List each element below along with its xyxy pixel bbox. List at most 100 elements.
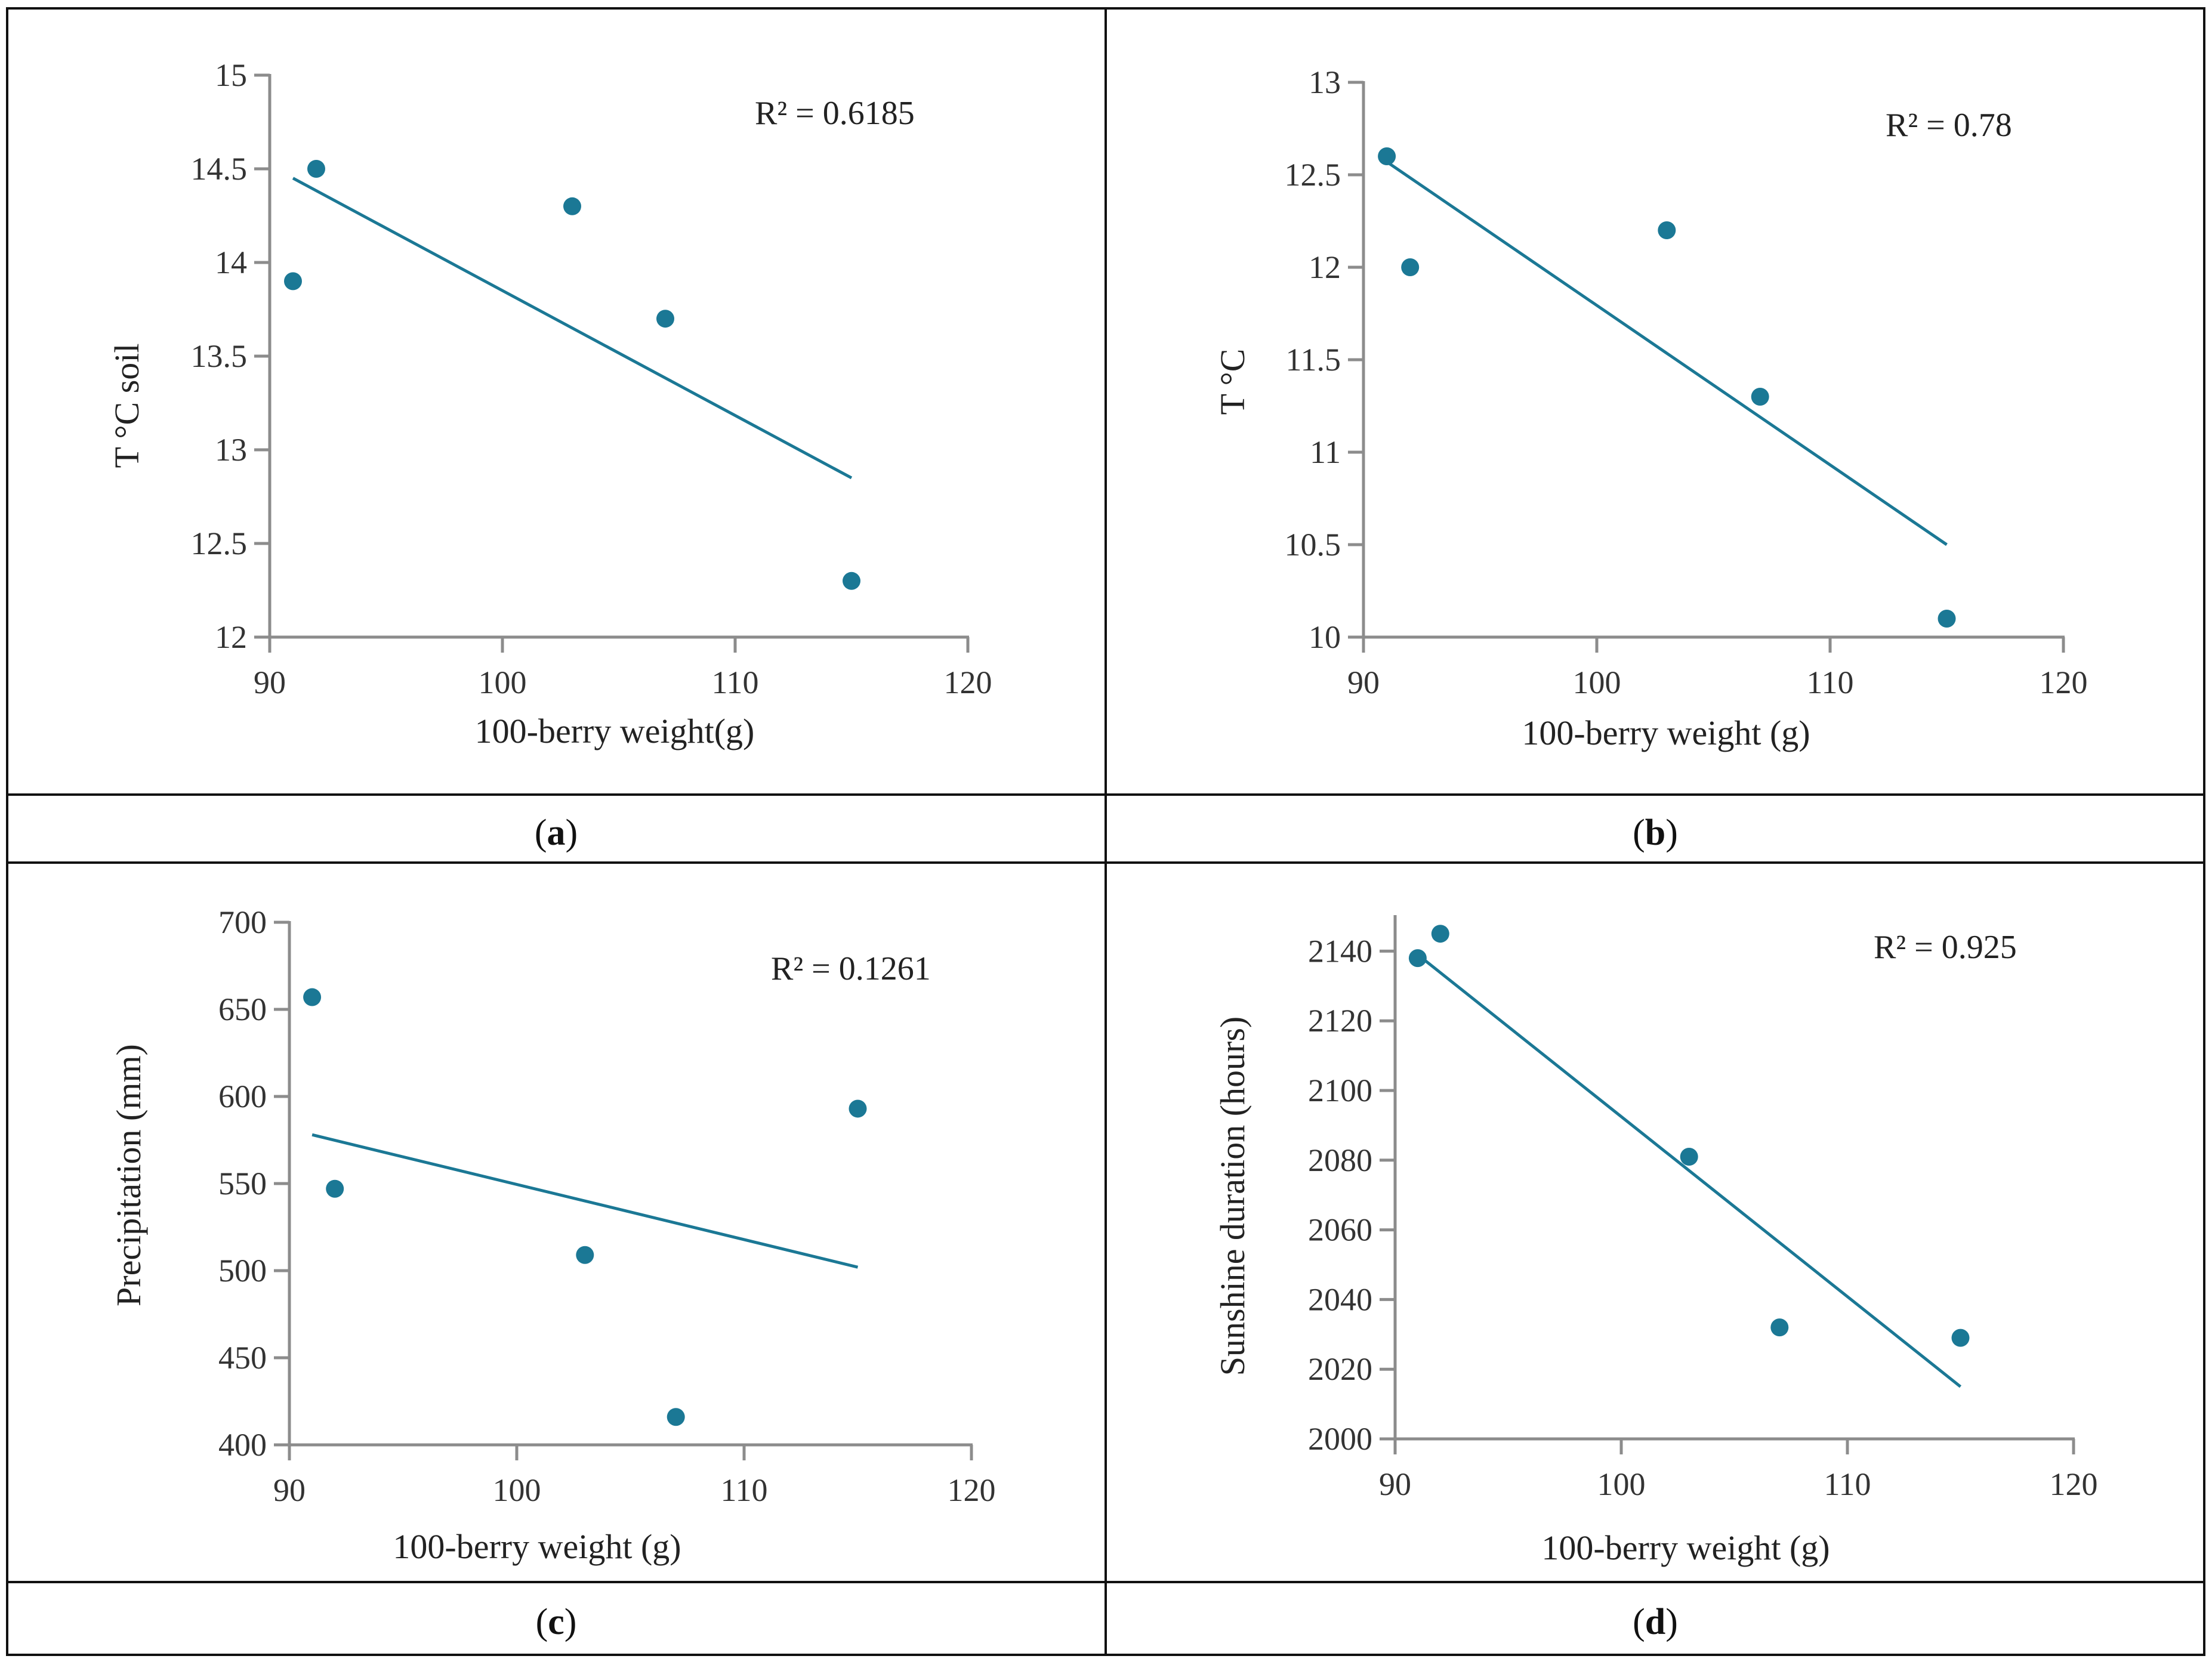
panel-c-y-tick-label: 500 [218,1253,267,1289]
panel-b-y-tick-label: 11.5 [1286,342,1341,378]
panel-d-trendline-group [1417,953,1962,1388]
panel-d-y-tick-label: 2060 [1308,1212,1372,1248]
panel-a-ylabel: T °C soil [107,343,146,468]
panel-b-x-tick-label: 110 [1807,665,1854,700]
panel-a-y-tick-label: 13 [215,432,247,468]
panel-b-points [1378,147,1956,628]
panel-d-caption-letter: d [1645,1602,1665,1642]
panel-b-y-tick-label: 13 [1309,64,1341,100]
panel-d: 2000 2020 2040 2060 2080 2100 2120 2140 90 100 110… [1213,915,2098,1567]
panel-c-axes: 400 450 500 550 600 650 700 90 100 110 120 [218,904,996,1508]
panel-d-trendline [1417,953,1962,1388]
panel-b-data-point [1658,221,1676,239]
panel-b-ylabel: T °C [1213,349,1252,415]
panel-b-x-tick-label: 90 [1347,665,1380,700]
panel-b-y-tick-label: 11 [1310,434,1341,470]
panel-d-y-tick-label: 2080 [1308,1142,1372,1178]
panel-d-x-tick-label: 90 [1379,1466,1411,1502]
panel-a-x-tick-label: 120 [944,665,992,700]
panel-a-y-tick-label: 15 [215,57,247,93]
panel-d-r2-label: R² = 0.925 [1874,929,2017,966]
panel-a-data-point [843,571,860,590]
panel-d-y-tick-label: 2000 [1308,1421,1372,1457]
panel-a-y-tick-label: 12 [215,619,247,655]
panel-c-data-point [326,1179,344,1198]
panel-a-trendline-group [292,177,853,480]
panel-c-x-tick-label: 110 [721,1472,768,1508]
panel-d-ylabel: Sunshine duration (hours) [1213,1017,1252,1376]
panel-d-axes: 2000 2020 2040 2060 2080 2100 2120 2140 90 100 110… [1308,915,2098,1502]
panel-d-y-tick-label: 2020 [1308,1351,1372,1387]
panel-b-caption: (b) [1633,813,1678,853]
panel-a-axes: 12 12.5 13 13.5 14 14.5 15 90 100 110 120 [191,57,992,700]
panel-c-xlabel: 100-berry weight (g) [393,1527,681,1566]
panel-d-x-tick-label: 120 [2050,1466,2098,1502]
panel-c-y-tick-label: 600 [218,1079,267,1114]
panel-a: 12 12.5 13 13.5 14 14.5 15 90 100 110 120 R² = 0.6… [107,57,992,750]
panel-d-xlabel: 100-berry weight (g) [1541,1528,1830,1567]
panel-d-points [1408,925,1970,1347]
panel-a-x-tick-label: 90 [254,665,286,700]
panel-a-y-tick-label: 14 [215,245,247,280]
panel-b-y-tick-label: 10 [1309,619,1341,655]
panel-a-x-tick-label: 100 [479,665,527,700]
panel-c-x-tick-label: 100 [493,1472,541,1508]
panel-b-x-tick-label: 120 [2040,665,2088,700]
panel-b-y-tick-label: 12.5 [1285,157,1341,193]
panel-c-caption-letter: c [548,1602,564,1642]
panel-b-data-point [1751,388,1769,406]
panel-a-data-point [284,272,302,291]
panel-d-caption: (d) [1633,1602,1678,1642]
panel-c-y-tick-label: 450 [218,1340,267,1376]
panel-c-data-point [303,988,322,1006]
panel-b: 10 10.5 11 11.5 12 12.5 13 90 100 110 120 R² = 0.7… [1213,64,2088,752]
panel-d-y-tick-label: 2120 [1308,1003,1372,1039]
panel-d-data-point [1408,949,1427,968]
panel-a-xlabel: 100-berry weight(g) [475,712,755,750]
panel-d-y-tick-label: 2140 [1308,933,1372,969]
panel-c-y-tick-label: 650 [218,991,267,1027]
panel-b-trendline [1386,160,1948,546]
panel-b-y-tick-label: 10.5 [1285,527,1341,563]
panel-b-xlabel: 100-berry weight (g) [1522,713,1810,752]
panel-a-data-point [307,160,325,178]
panel-c-y-tick-label: 700 [218,904,267,940]
panel-c-y-tick-label: 550 [218,1166,267,1201]
panel-c-r2-label: R² = 0.1261 [771,950,931,987]
panel-d-x-tick-label: 110 [1824,1466,1871,1502]
panel-d-data-point [1770,1318,1789,1337]
panel-c-points [303,988,867,1426]
panel-a-data-point [656,310,674,328]
panel-d-y-tick-label: 2040 [1308,1281,1372,1317]
panel-c-data-point [667,1408,685,1426]
panel-b-r2-label: R² = 0.78 [1886,107,2012,144]
panel-c-data-point [576,1246,594,1264]
panel-a-x-tick-label: 110 [712,665,759,700]
panel-a-trendline [292,177,853,480]
panel-a-r2-label: R² = 0.6185 [755,95,915,132]
panel-a-points [284,160,860,590]
panel-b-x-tick-label: 100 [1573,665,1621,700]
panel-c-data-point [849,1099,867,1118]
panel-b-trendline-group [1386,160,1948,546]
panel-b-data-point [1401,258,1420,276]
panel-d-data-point [1951,1329,1970,1347]
panel-c-x-tick-label: 120 [948,1472,996,1508]
panel-b-data-point [1938,610,1956,628]
panel-c-x-tick-label: 90 [273,1472,306,1508]
panel-c-trendline [311,1133,859,1269]
panel-d-data-point [1680,1147,1698,1166]
figure-frame [6,7,2205,1656]
panel-c: 400 450 500 550 600 650 700 90 100 110 120 R² = 0.… [109,904,996,1566]
panel-a-caption: (a) [535,813,578,853]
panel-c-ylabel: Precipitation (mm) [109,1044,148,1306]
panel-a-data-point [563,197,581,215]
panel-a-y-tick-label: 12.5 [191,526,248,561]
panel-b-data-point [1378,147,1396,165]
panel-d-data-point [1431,925,1449,943]
panel-a-y-tick-label: 13.5 [191,338,248,374]
panel-d-x-tick-label: 100 [1597,1466,1646,1502]
panel-c-caption: (c) [536,1602,577,1642]
panel-c-trendline-group [311,1133,859,1269]
